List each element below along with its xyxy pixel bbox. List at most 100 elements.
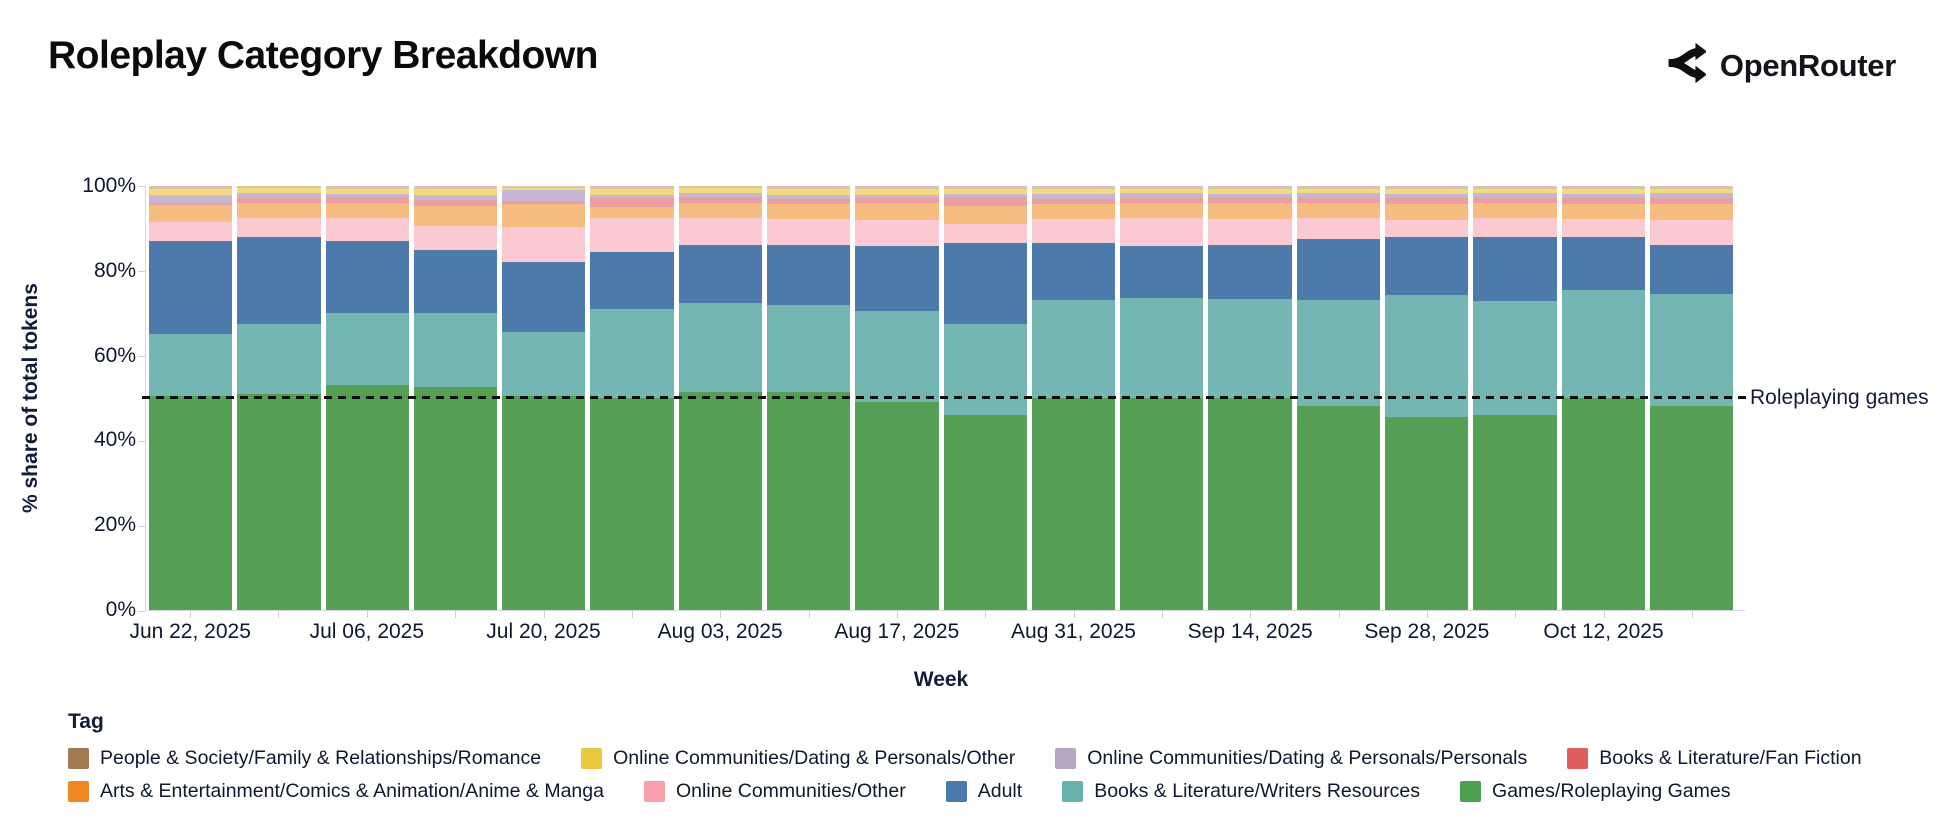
bar-segment — [943, 243, 1027, 324]
plot-area — [142, 186, 1746, 610]
legend-swatch — [1460, 781, 1482, 802]
legend-item: Games/Roleplaying Games — [1460, 780, 1730, 803]
bar-segment — [766, 391, 851, 610]
bar-segment — [502, 395, 586, 610]
x-tick-mark — [720, 611, 722, 618]
x-tick-mark — [543, 611, 545, 618]
bar-segment — [237, 393, 321, 610]
bar-segment — [502, 190, 586, 202]
bar-segment — [1473, 236, 1557, 301]
bar-segment — [1473, 197, 1557, 203]
bar-segment — [1473, 217, 1557, 237]
x-axis-tick-marks — [146, 611, 1736, 618]
bar-segment — [413, 199, 498, 206]
y-tick-label: 40% — [93, 428, 136, 452]
bar-segment — [502, 187, 586, 191]
y-tick-label: 0% — [105, 598, 136, 621]
bar-segment — [1561, 188, 1645, 194]
x-axis-line — [145, 610, 1745, 611]
stacked-bar — [1031, 186, 1116, 610]
legend-label: Online Communities/Other — [675, 780, 906, 802]
bar-segment — [502, 332, 586, 396]
bar-segment — [1384, 219, 1469, 237]
bar-segment — [855, 194, 939, 198]
x-tick-label: Sep 28, 2025 — [1364, 620, 1490, 643]
bar-segment — [1120, 203, 1204, 218]
bar-segment — [1473, 203, 1557, 218]
stacked-bar — [1473, 186, 1557, 610]
x-tick-mark — [190, 611, 192, 618]
stacked-bar — [590, 186, 674, 610]
bar-segment — [1296, 239, 1380, 301]
bar-segment — [1649, 186, 1734, 189]
threshold-dashed-line — [142, 396, 1746, 399]
stacked-bar — [943, 186, 1027, 610]
legend-title: Tag — [68, 710, 104, 733]
bar-segment — [855, 189, 939, 195]
x-tick-mark — [808, 611, 810, 618]
bar-segment — [766, 218, 851, 246]
y-axis-tick-labels: 0% 20% 40% 60% 80% 100% — [0, 174, 136, 621]
bar-segment — [1649, 188, 1734, 194]
bar-segment — [149, 241, 233, 335]
legend-item: Online Communities/Dating & Personals/Ot… — [581, 747, 1015, 770]
bar-segment — [413, 226, 498, 250]
bar-segment — [1561, 197, 1645, 205]
bar-segment — [943, 186, 1027, 190]
stacked-bar — [1208, 186, 1292, 610]
bar-segment — [325, 202, 409, 218]
x-axis-tick-labels: Jun 22, 2025 Jul 06, 2025 Jul 20, 2025 Aug … — [129, 620, 1736, 650]
bar-segment — [766, 204, 851, 219]
bar-segment — [590, 398, 674, 610]
bar-segment — [1649, 204, 1734, 220]
bar-segment — [1561, 218, 1645, 238]
bar-segment — [1208, 189, 1292, 194]
bar-segment — [1208, 186, 1292, 190]
bar-segment — [678, 203, 762, 218]
bar-segment — [149, 189, 233, 195]
legend-swatch — [643, 781, 665, 802]
brand: OpenRouter — [1660, 40, 1896, 91]
bar-segment — [943, 323, 1027, 415]
bar-segment — [1031, 193, 1116, 199]
bar-segment — [1296, 186, 1380, 189]
x-axis-title: Week — [913, 668, 969, 691]
bar-segment — [413, 186, 498, 189]
bar-segment — [1208, 193, 1292, 198]
bar-segment — [678, 217, 762, 246]
bar-segment — [855, 402, 939, 610]
bar-segment — [590, 194, 674, 198]
bar-segment — [237, 186, 321, 188]
bar-segment — [855, 186, 939, 190]
bar-segment — [1031, 300, 1116, 398]
bar-segment — [678, 302, 762, 392]
bar-segment — [678, 391, 762, 610]
bar-segment — [1649, 294, 1734, 407]
legend-row-2: Arts & Entertainment/Comics & Animation/… — [68, 780, 1862, 803]
bar-segment — [766, 198, 851, 205]
x-tick-label: Aug 17, 2025 — [834, 620, 960, 643]
bar-segment — [590, 197, 674, 207]
bar-segment — [237, 187, 321, 193]
bar-segment — [502, 204, 586, 228]
bar-segment — [413, 205, 498, 227]
x-tick-mark — [278, 611, 280, 618]
x-tick-label: Jul 20, 2025 — [486, 620, 601, 643]
bar-segment — [1120, 188, 1204, 194]
y-tick-label: 60% — [93, 343, 136, 367]
bar-segment — [678, 196, 762, 203]
bar-segment — [1561, 204, 1645, 219]
bar-segment — [1296, 406, 1380, 610]
openrouter-logo-icon — [1660, 40, 1707, 91]
bar-segment — [1384, 203, 1469, 220]
bar-segment — [325, 193, 409, 198]
bar-segment — [237, 323, 321, 394]
bar-segment — [1208, 398, 1292, 610]
x-tick-label: Aug 03, 2025 — [657, 620, 783, 643]
bar-segment — [413, 313, 498, 388]
legend-label: Books & Literature/Fan Fiction — [1599, 747, 1862, 769]
page-title: Roleplay Category Breakdown — [48, 34, 598, 77]
bar-segment — [1384, 197, 1469, 204]
legend-label: Online Communities/Dating & Personals/Ot… — [613, 747, 1016, 769]
bar-segment — [678, 245, 762, 303]
